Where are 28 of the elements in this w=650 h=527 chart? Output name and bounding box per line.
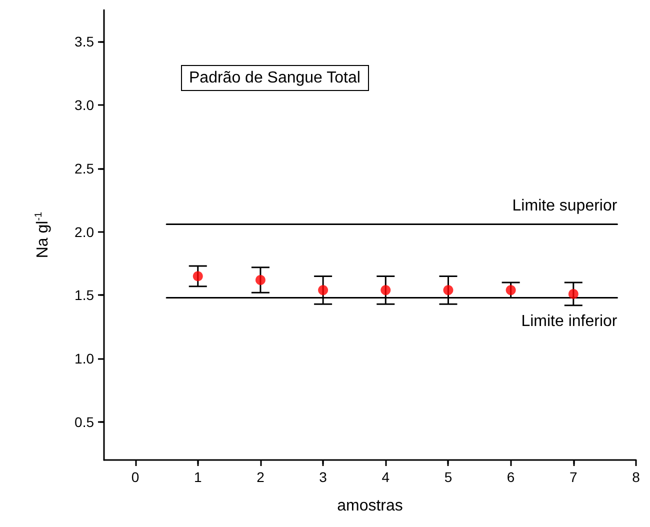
- y-tick-label: 0.5: [74, 414, 94, 430]
- point: [443, 285, 454, 296]
- text: Padrão de Sangue Total: [189, 70, 360, 86]
- x-tick-label: 4: [382, 469, 390, 485]
- x-tick-label: 2: [256, 469, 265, 485]
- y-tick-label: 2.5: [74, 160, 94, 176]
- x-tick-label: 3: [319, 469, 328, 485]
- point: [255, 275, 266, 285]
- x-tick-label: 7: [570, 469, 578, 485]
- x-axis-title: amostras: [337, 498, 403, 514]
- y-tick-label: 3.0: [74, 97, 94, 114]
- point: [568, 288, 578, 299]
- series-label: Limite inferior: [521, 313, 618, 330]
- y-tick-label: 2.0: [74, 224, 94, 240]
- x-tick-label: 8: [632, 469, 640, 485]
- x-tick-label: 0: [131, 469, 140, 485]
- x-tick-label: 6: [506, 469, 515, 485]
- series-label: Limite superior: [512, 198, 618, 215]
- point: [318, 285, 328, 296]
- x-tick-label: 5: [444, 469, 452, 485]
- y-tick-label: 1.5: [74, 287, 94, 304]
- point: [380, 285, 391, 296]
- y-tick-label: 3.5: [74, 34, 94, 50]
- point: [192, 271, 203, 282]
- y-tick-label: 1.0: [74, 350, 94, 367]
- point: [506, 285, 516, 296]
- y-axis-title: Na gl-1: [34, 211, 52, 258]
- x-tick-label: 1: [194, 469, 202, 485]
